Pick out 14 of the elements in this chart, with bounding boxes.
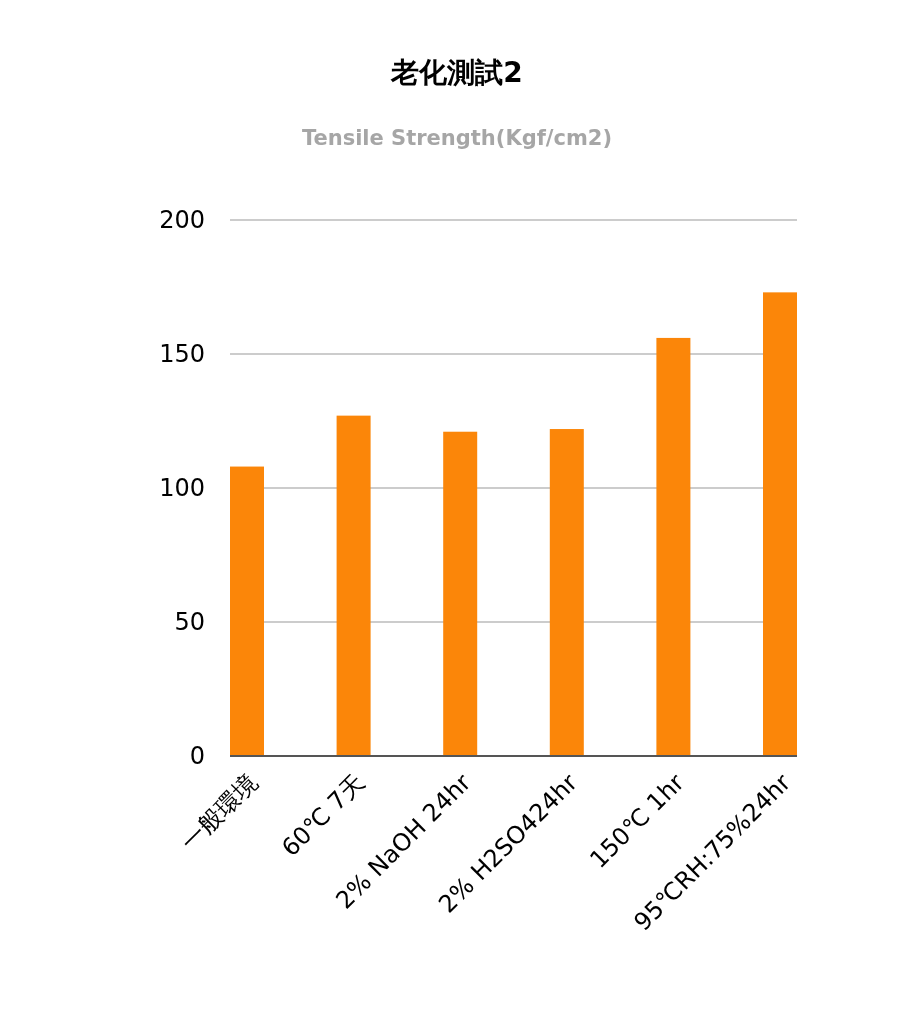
bar — [230, 466, 264, 756]
bar — [763, 292, 797, 756]
chart-title: 老化測試2 — [390, 56, 523, 89]
x-tick-label: 一般環境 — [175, 768, 264, 857]
y-tick-label: 200 — [159, 206, 205, 234]
bar — [656, 337, 691, 756]
y-tick-label: 50 — [174, 608, 205, 636]
chart-subtitle: Tensile Strength(Kgf/cm2) — [301, 126, 613, 150]
y-tick-label: 150 — [159, 340, 205, 368]
y-tick-label: 0 — [189, 742, 205, 770]
y-tick-label: 100 — [159, 474, 205, 502]
bar — [336, 415, 371, 756]
bar — [443, 431, 478, 756]
bar — [549, 429, 584, 756]
